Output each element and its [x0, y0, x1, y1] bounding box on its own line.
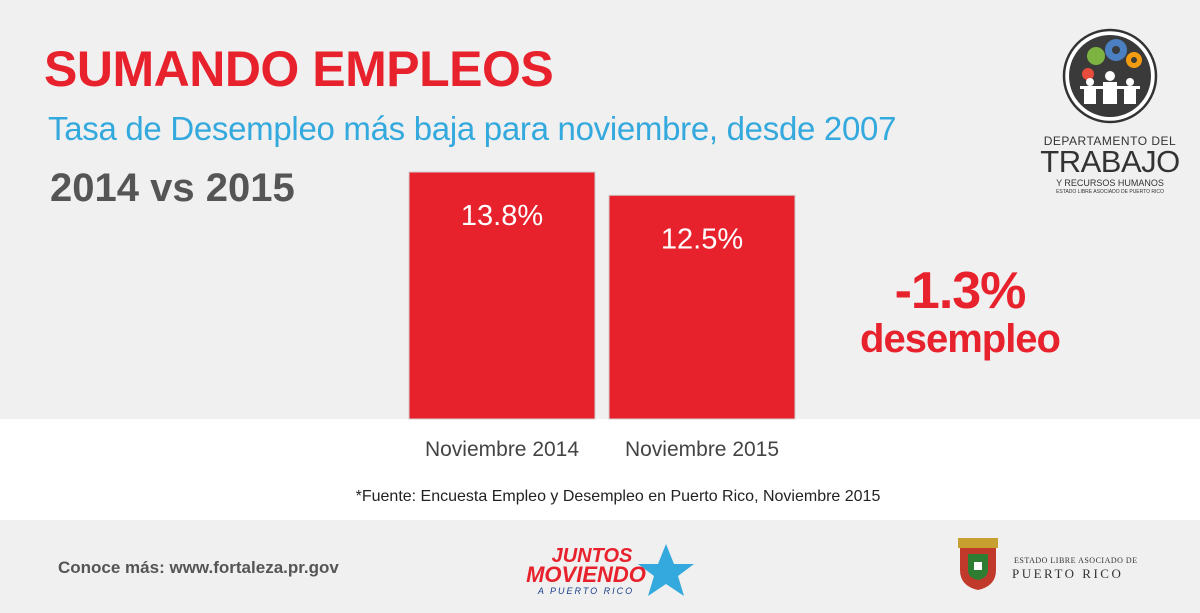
agency-emblem-icon [1062, 28, 1158, 124]
agency-name-line3: Y RECURSOS HUMANOS [1056, 178, 1164, 188]
bar-2 [608, 194, 796, 420]
campaign-logo-line3: A PUERTO RICO [537, 586, 634, 596]
page-subtitle: Tasa de Desempleo más baja para noviembr… [48, 110, 897, 147]
agency-logo: DEPARTAMENTO DEL TRABAJO Y RECURSOS HUMA… [1040, 26, 1180, 196]
comparison-label: 2014 vs 2015 [50, 166, 295, 210]
campaign-logo-line1: JUNTOS [552, 545, 633, 567]
agency-name-line4: ESTADO LIBRE ASOCIADO DE PUERTO RICO [1056, 189, 1164, 195]
change-value: -1.3% [894, 262, 1027, 320]
coat-of-arms-icon [958, 538, 998, 590]
bar-value-label-2: 12.5% [661, 223, 743, 255]
category-label-1: Noviembre 2014 [425, 438, 579, 461]
source-note: *Fuente: Encuesta Empleo y Desempleo en … [355, 488, 881, 505]
footer-background [0, 520, 1200, 613]
more-info-link[interactable]: Conoce más: www.fortaleza.pr.gov [58, 558, 339, 577]
star-icon [638, 544, 694, 596]
category-label-2: Noviembre 2015 [625, 438, 779, 461]
campaign-logo: JUNTOS MOVIENDO A PUERTO RICO [526, 544, 694, 596]
bar-1 [408, 171, 596, 420]
change-label: desempleo [860, 317, 1061, 361]
campaign-logo-line2: MOVIENDO [526, 562, 646, 587]
page-title: SUMANDO EMPLEOS [44, 41, 554, 97]
unemployment-bar-chart: 13.8% Noviembre 2014 12.5% Noviembre 2015 [408, 171, 796, 461]
agency-name-line1: DEPARTAMENTO DEL [1043, 134, 1177, 148]
state-name-line1: ESTADO LIBRE ASOCIADO DE [1014, 556, 1138, 565]
bar-value-label-1: 13.8% [461, 200, 543, 232]
state-name-line2: PUERTO RICO [1012, 566, 1124, 581]
header-background [0, 0, 1200, 419]
agency-name-line2: TRABAJO [1040, 144, 1180, 179]
change-callout: -1.3% desempleo [846, 265, 1074, 359]
